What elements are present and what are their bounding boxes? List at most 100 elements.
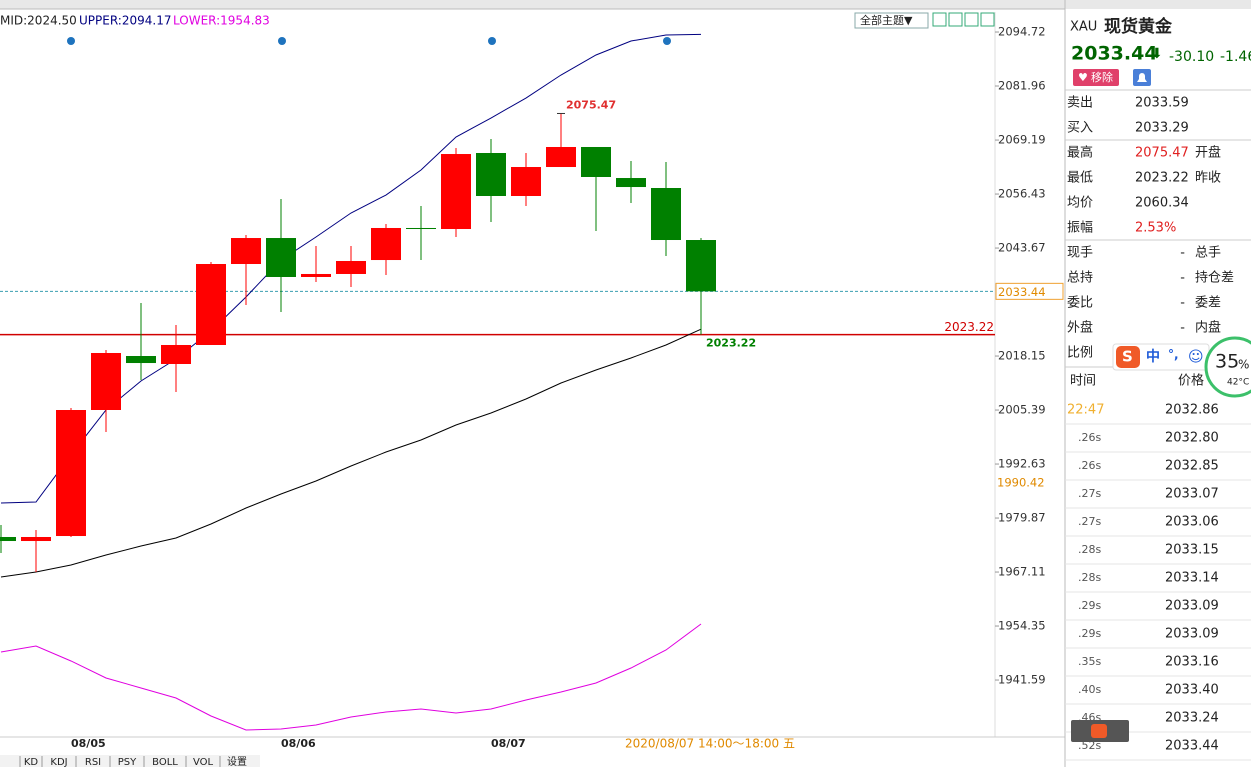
event-dot[interactable] [488, 37, 496, 45]
icon-button[interactable] [932, 12, 947, 27]
candle-body [231, 238, 261, 265]
tick-time: .29s [1078, 599, 1101, 612]
tab[interactable]: PSY [118, 757, 137, 767]
tick-time: .52s [1078, 739, 1101, 752]
quote-value: 2033.29 [1135, 121, 1189, 136]
candle-body [546, 146, 576, 168]
icon-button[interactable] [948, 12, 963, 27]
price-arrow: ⬇ [1151, 46, 1163, 62]
candle-body [56, 409, 86, 537]
tick-price: 2033.40 [1165, 683, 1219, 698]
quote-label: 总手 [1195, 246, 1221, 261]
quote-label: 现手 [1067, 246, 1093, 261]
heart-icon: ♥ [1078, 71, 1088, 84]
y-tick-label: 2069.19 [998, 133, 1046, 147]
tick-price: 2032.86 [1165, 403, 1219, 418]
tick-time: .27s [1078, 515, 1101, 528]
event-dot[interactable] [663, 37, 671, 45]
quote-value: - [1180, 296, 1185, 311]
quote-label: 均价 [1067, 196, 1093, 211]
quote-label: 昨收 [1195, 171, 1221, 186]
symbol-code: XAU [1070, 20, 1097, 35]
quote-label: 最高 [1067, 145, 1093, 161]
candle-body [686, 240, 716, 292]
y-tick-label: 2043.67 [998, 241, 1046, 255]
tick-price: 2033.07 [1165, 487, 1219, 502]
tab[interactable]: RSI [85, 757, 101, 767]
candle-body [21, 536, 51, 542]
tick-price: 2033.44 [1165, 739, 1219, 754]
y-tick-label: 1967.11 [998, 565, 1046, 579]
high-label: 2075.47 [566, 98, 616, 111]
quote-label: 比例 [1067, 346, 1093, 361]
ime-emoji[interactable]: ☺ [1188, 348, 1204, 366]
x-tick-label: 08/06 [281, 737, 316, 750]
quote-label: 卖出 [1067, 96, 1093, 111]
theme-button-text[interactable]: 全部主题▼ [860, 13, 913, 27]
tick-price: 2032.85 [1165, 459, 1219, 474]
monitor-percent-sign: % [1238, 358, 1249, 372]
quote-label: 内盘 [1195, 320, 1221, 336]
tick-time: .35s [1078, 655, 1101, 668]
side-label: 1990.42 [997, 476, 1045, 490]
y-tick-label: 2056.43 [998, 187, 1046, 201]
candle-body [126, 356, 156, 364]
quote-value: 2023.22 [1135, 171, 1189, 186]
last-price-box [995, 282, 1064, 300]
tick-time: .29s [1078, 627, 1101, 640]
tab[interactable]: 设置 [227, 756, 247, 767]
bollinger-band [0, 328, 702, 578]
tick-time: .40s [1078, 683, 1101, 696]
quote-label: 振幅 [1067, 221, 1093, 236]
ime-punct[interactable]: °, [1168, 348, 1179, 362]
candle-body [511, 167, 541, 196]
tick-time: .26s [1078, 431, 1101, 444]
y-tick-label: 1941.59 [998, 673, 1046, 687]
x-tick-label: 08/05 [71, 737, 106, 750]
theme-button[interactable] [854, 12, 929, 29]
tick-time: .28s [1078, 543, 1101, 556]
tab[interactable]: BOLL [152, 757, 178, 767]
icon-button[interactable] [964, 12, 979, 27]
monitor-widget[interactable] [1204, 336, 1251, 398]
remove-text[interactable]: 移除 [1091, 70, 1113, 84]
ime-mode[interactable]: 中 [1146, 348, 1160, 365]
y-tick-label: 2005.39 [998, 403, 1046, 417]
tab[interactable]: KD [24, 757, 39, 767]
remove-button[interactable] [1073, 69, 1119, 86]
quote-value: 2060.34 [1135, 196, 1189, 211]
event-dot[interactable] [67, 37, 75, 45]
tick-time: .26s [1078, 459, 1101, 472]
quote-label: 委差 [1195, 296, 1221, 311]
tick-price: 2032.80 [1165, 431, 1219, 446]
toolbar[interactable] [0, 0, 1251, 9]
tab[interactable]: VOL [193, 757, 214, 767]
tick-time: 22:47 [1067, 403, 1104, 418]
icon-button[interactable] [980, 12, 995, 27]
x-tick-label: 08/07 [491, 737, 526, 750]
time-label: 2020/08/07 14:00～18:00 五 [625, 737, 795, 751]
tick-time: .28s [1078, 571, 1101, 584]
y-tick-label: 1992.63 [998, 457, 1046, 471]
tab[interactable]: KDJ [50, 757, 67, 767]
symbol-name: 现货黄金 [1104, 16, 1173, 37]
quote-value: - [1180, 321, 1185, 336]
ime-logo [1116, 346, 1140, 368]
tick-price: 2033.15 [1165, 543, 1219, 558]
lower-label: LOWER:1954.83 [173, 14, 270, 28]
candle-body [616, 178, 646, 188]
candle-body [161, 344, 191, 364]
candle-body [651, 187, 681, 241]
event-dot[interactable] [278, 37, 286, 45]
bell-icon [1137, 73, 1147, 82]
monitor-percent: 35 [1215, 351, 1239, 373]
quote-value: 2075.47 [1135, 146, 1189, 161]
change: -30.10 [1169, 49, 1214, 65]
quote-value: - [1180, 246, 1185, 261]
candle-body [371, 227, 401, 261]
tick-header: 时间 [1070, 374, 1096, 389]
mid-label: MID:2024.50 [0, 14, 77, 28]
tick-price: 2033.09 [1165, 599, 1219, 614]
